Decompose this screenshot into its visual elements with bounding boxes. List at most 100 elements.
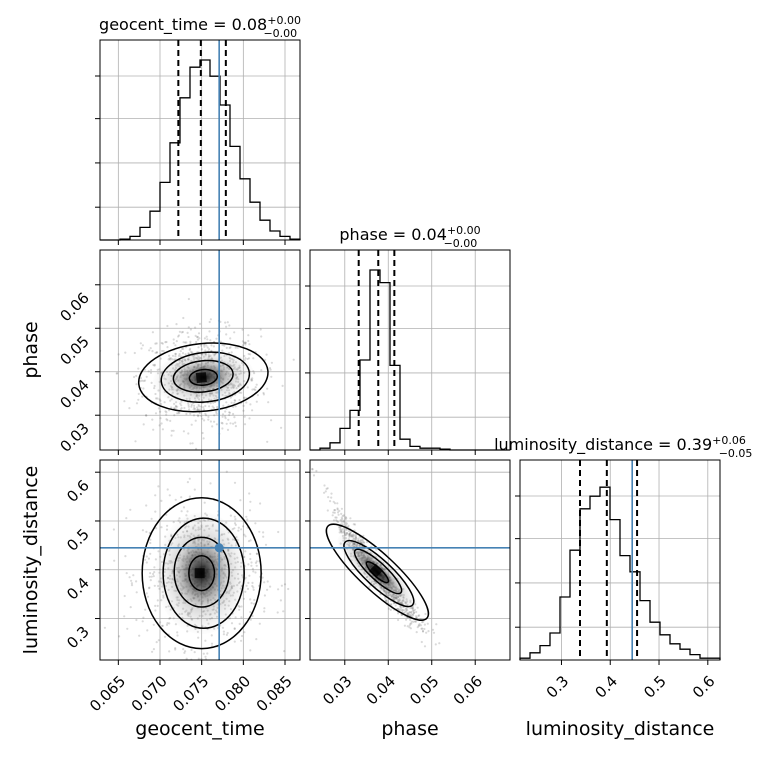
sample-point: [129, 508, 132, 511]
sample-point: [336, 508, 339, 511]
sample-point: [251, 581, 254, 585]
sample-point: [154, 351, 157, 354]
sample-point: [424, 612, 427, 616]
sample-point: [412, 611, 415, 614]
sample-point: [145, 375, 148, 378]
sample-point: [413, 608, 416, 611]
sample-point: [150, 517, 153, 520]
sample-point: [174, 404, 177, 407]
sample-point: [244, 341, 247, 344]
sample-point: [408, 624, 411, 627]
sample-point: [192, 414, 196, 417]
sample-point: [149, 572, 152, 575]
sample-point: [415, 616, 418, 620]
sample-point: [163, 635, 167, 638]
sample-point: [252, 570, 255, 573]
sample-point: [182, 316, 185, 320]
sample-point: [216, 406, 219, 409]
sample-point: [340, 531, 343, 534]
sample-point: [405, 609, 408, 613]
sample-point: [417, 614, 420, 618]
sample-point: [397, 612, 400, 615]
sample-point: [399, 607, 402, 610]
sample-point: [154, 412, 158, 415]
sample-point: [174, 648, 177, 651]
sample-point: [254, 386, 257, 389]
sample-point: [124, 351, 127, 354]
sample-point: [210, 634, 213, 637]
sample-point: [384, 597, 387, 600]
y-tick-label: 0.06: [56, 289, 92, 325]
sample-point: [197, 415, 200, 418]
contour: [353, 548, 403, 595]
sample-point: [234, 518, 237, 521]
sample-point: [238, 622, 241, 626]
sample-point: [338, 528, 341, 531]
sample-point: [243, 533, 246, 536]
sample-point: [175, 323, 178, 326]
sample-point: [409, 622, 412, 625]
sample-point: [182, 506, 186, 509]
sample-point: [337, 526, 341, 529]
sample-point: [263, 594, 266, 597]
sample-point: [323, 491, 326, 494]
sample-point: [225, 470, 228, 473]
sample-point: [221, 413, 225, 416]
sample-point: [158, 424, 161, 427]
sample-point: [337, 513, 340, 516]
sample-point: [145, 555, 148, 558]
sample-point: [277, 530, 280, 534]
sample-point: [204, 655, 207, 658]
sample-point: [252, 357, 255, 360]
sample-point: [263, 610, 266, 613]
sample-point: [182, 347, 185, 351]
sample-point: [221, 415, 224, 418]
sample-point: [234, 346, 237, 349]
sample-point: [209, 482, 212, 485]
sample-point: [186, 510, 189, 513]
sample-point: [200, 348, 203, 351]
sample-point: [185, 657, 188, 660]
sample-point: [233, 401, 236, 405]
sample-point: [326, 509, 329, 512]
sample-point: [361, 539, 364, 542]
sample-point: [401, 608, 404, 611]
sample-point: [241, 340, 244, 343]
sample-point: [311, 467, 314, 471]
sample-point: [233, 527, 236, 530]
axes-frame: [99, 459, 301, 661]
sample-point: [394, 604, 397, 607]
sample-point: [187, 432, 190, 435]
sample-point: [229, 346, 232, 349]
sample-point: [226, 321, 229, 324]
sample-point: [146, 629, 149, 632]
sample-point: [146, 595, 150, 598]
sample-point: [199, 408, 202, 411]
sample-point: [418, 624, 421, 627]
sample-point: [189, 442, 192, 445]
sample-point: [233, 399, 236, 402]
sample-point: [232, 405, 235, 408]
sample-point: [408, 626, 411, 629]
contour: [160, 351, 251, 403]
sample-point: [148, 586, 151, 589]
sample-point: [123, 594, 126, 598]
sample-point: [155, 351, 158, 354]
axis-labels: geocent_time phase luminosity_distancephas…: [20, 321, 714, 740]
sample-point: [141, 620, 144, 623]
sample-point: [190, 405, 193, 408]
sample-point: [176, 634, 179, 637]
sample-point: [253, 372, 256, 375]
sample-point: [254, 571, 257, 574]
sample-point: [205, 335, 208, 338]
sample-point: [412, 620, 415, 624]
sample-point: [103, 626, 106, 629]
sample-point: [148, 349, 151, 352]
sample-point: [137, 367, 140, 370]
sample-point: [435, 623, 438, 626]
sample-point: [144, 608, 147, 611]
sample-point: [411, 614, 415, 617]
sample-point: [354, 536, 357, 539]
sample-point: [409, 627, 412, 630]
sample-point: [234, 399, 237, 402]
